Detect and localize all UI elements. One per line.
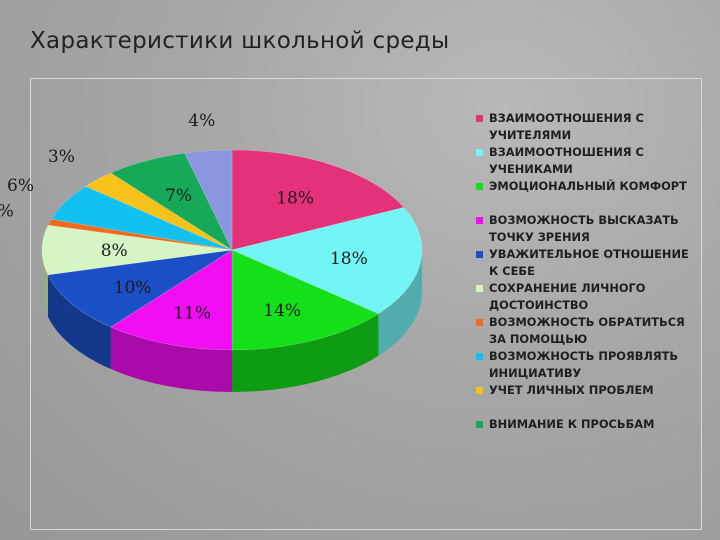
legend-label-2-0: ЭМОЦИОНАЛЬНЫЙ КОМФОРТ	[489, 179, 687, 193]
pie-slice-0	[231, 149, 405, 251]
pie-slice-side-4	[47, 274, 111, 370]
pie-slice-3	[110, 249, 233, 351]
slide-title: Характеристики школьной среды	[30, 28, 450, 54]
legend-swatch-9	[476, 421, 483, 428]
pie-slice-1	[231, 207, 423, 315]
legend-label-3-1: ТОЧКУ ЗРЕНИЯ	[489, 230, 590, 244]
pie-slice-2	[231, 249, 380, 351]
legend-swatch-1	[476, 149, 483, 156]
legend-swatch-2	[476, 183, 483, 190]
legend-label-5-0: СОХРАНЕНИЕ ЛИЧНОГО	[489, 281, 646, 295]
pie-label-6: 1%	[0, 202, 14, 222]
legend-label-0-0: ВЗАИМООТНОШЕНИЯ С	[489, 111, 644, 125]
legend-label-3-0: ВОЗМОЖНОСТЬ ВЫСКАЗАТЬ	[489, 213, 679, 227]
pie-label-3: 11%	[173, 303, 211, 323]
pie-label-10: 4%	[188, 111, 215, 131]
pie-label-4: 10%	[114, 278, 152, 298]
pie-label-8: 3%	[48, 147, 75, 167]
legend-label-1-0: ВЗАИМООТНОШЕНИЯ С	[489, 145, 644, 159]
legend-item-9: ВНИМАНИЕ К ПРОСЬБАМ	[476, 416, 706, 433]
pie-slice-7	[50, 185, 233, 251]
pie-label-1: 18%	[330, 249, 368, 269]
pie-slice-4	[47, 249, 233, 328]
legend-label-9-0: ВНИМАНИЕ К ПРОСЬБАМ	[489, 417, 655, 431]
legend-item-1: ВЗАИМООТНОШЕНИЯ С УЧЕНИКАМИ	[476, 144, 706, 178]
pie-slice-side-2	[232, 313, 379, 392]
pie-data-labels: 18% 18% 14% 11% 10% 8% 1% 6% 3% 7% 4%	[0, 111, 368, 323]
pie-label-2: 14%	[263, 301, 301, 321]
legend-label-7-1: ИНИЦИАТИВУ	[489, 366, 582, 380]
pie-slice-5	[41, 224, 233, 276]
pie-slice-6	[47, 218, 233, 251]
legend-item-0: ВЗАИМООТНОШЕНИЯ С УЧИТЕЛЯМИ	[476, 110, 706, 144]
legend-swatch-4	[476, 251, 483, 258]
pie-slice-side-3	[110, 327, 232, 392]
slide-frame	[30, 78, 702, 530]
pie-slice-side-1	[378, 250, 422, 356]
legend-label-4-0: УВАЖИТЕЛЬНОЕ ОТНОШЕНИЕ	[489, 247, 689, 261]
legend-swatch-5	[476, 285, 483, 292]
legend-swatch-6	[476, 319, 483, 326]
pie-slice-8	[84, 172, 233, 251]
pie-slice-side-5	[42, 250, 48, 317]
legend-label-7-0: ВОЗМОЖНОСТЬ ПРОЯВЛЯТЬ	[489, 349, 679, 363]
legend-item-4: УВАЖИТЕЛЬНОЕ ОТНОШЕНИЕ К СЕБЕ	[476, 246, 706, 280]
pie-slice-10	[184, 149, 233, 251]
pie-label-9: 7%	[165, 186, 192, 206]
legend-label-5-1: ДОСТОИНСТВО	[489, 298, 589, 312]
pie-label-7: 6%	[7, 176, 34, 196]
legend-item-8: УЧЕТ ЛИЧНЫХ ПРОБЛЕМ	[476, 382, 706, 399]
legend-swatch-0	[476, 115, 483, 122]
legend-item-3: ВОЗМОЖНОСТЬ ВЫСКАЗАТЬ ТОЧКУ ЗРЕНИЯ	[476, 212, 706, 246]
pie-label-5: 8%	[101, 241, 128, 261]
pie-label-0: 18%	[276, 189, 314, 209]
legend-item-2: ЭМОЦИОНАЛЬНЫЙ КОМФОРТ	[476, 178, 706, 195]
legend-swatch-8	[476, 387, 483, 394]
legend-item-7: ВОЗМОЖНОСТЬ ПРОЯВЛЯТЬ ИНИЦИАТИВУ	[476, 348, 706, 382]
legend-label-0-1: УЧИТЕЛЯМИ	[489, 128, 572, 142]
legend-swatch-3	[476, 217, 483, 224]
legend-label-6-0: ВОЗМОЖНОСТЬ ОБРАТИТЬСЯ	[489, 315, 685, 329]
legend-swatch-7	[476, 353, 483, 360]
legend-label-8-0: УЧЕТ ЛИЧНЫХ ПРОБЛЕМ	[489, 383, 654, 397]
legend-label-1-1: УЧЕНИКАМИ	[489, 162, 573, 176]
pie-slice-9	[110, 152, 233, 251]
legend-item-5: СОХРАНЕНИЕ ЛИЧНОГО ДОСТОИНСТВО	[476, 280, 706, 314]
pie-side-walls	[42, 250, 422, 392]
legend-label-6-1: ЗА ПОМОЩЬЮ	[489, 332, 588, 346]
pie-top-faces	[41, 149, 423, 351]
legend-label-4-1: К СЕБЕ	[489, 264, 535, 278]
chart-legend: ВЗАИМООТНОШЕНИЯ С УЧИТЕЛЯМИ ВЗАИМООТНОШЕНИ…	[476, 110, 706, 433]
legend-item-6: ВОЗМОЖНОСТЬ ОБРАТИТЬСЯ ЗА ПОМОЩЬЮ	[476, 314, 706, 348]
